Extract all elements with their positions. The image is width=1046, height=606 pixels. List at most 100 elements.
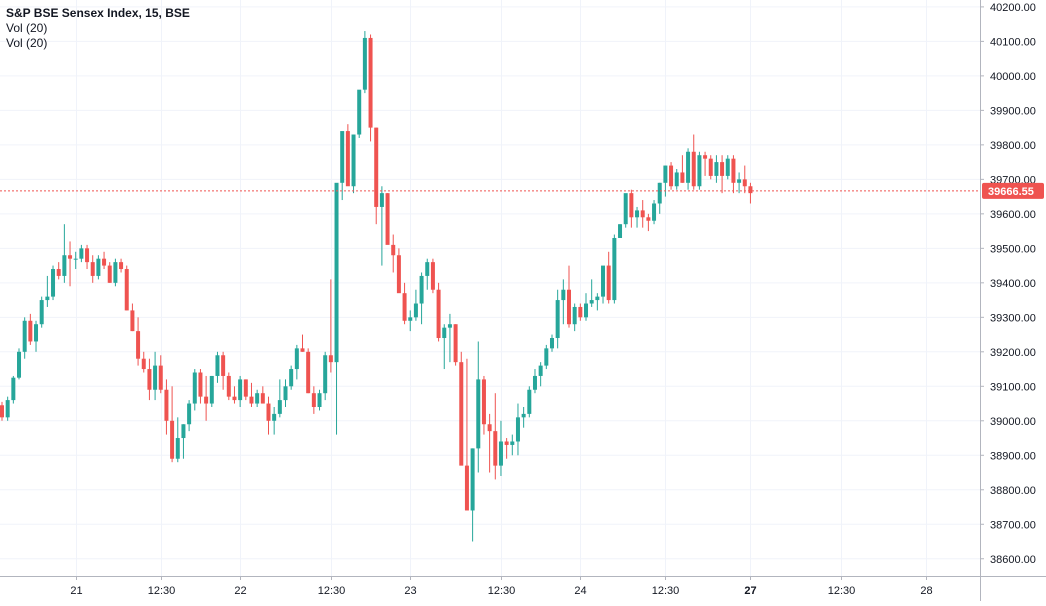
candle-body: [164, 389, 169, 421]
candle-body: [640, 210, 645, 218]
candle: [697, 151, 702, 190]
candle: [402, 282, 407, 325]
candle: [498, 420, 503, 476]
candle: [300, 334, 305, 352]
candle-body: [175, 438, 180, 459]
candle: [164, 379, 169, 435]
candle-body: [714, 162, 719, 176]
candle: [198, 369, 203, 404]
candle: [215, 351, 220, 383]
candle-body: [680, 172, 685, 183]
candle: [725, 155, 730, 180]
candle: [572, 303, 577, 332]
candle-body: [249, 396, 254, 404]
candle: [680, 155, 685, 183]
candle-body: [629, 193, 634, 218]
candle-body: [141, 358, 146, 370]
candle: [532, 369, 537, 394]
candle: [170, 386, 175, 463]
candle-body: [413, 303, 418, 318]
candle: [204, 375, 209, 421]
candle: [691, 134, 696, 190]
candle-body: [153, 365, 158, 390]
candle-body: [147, 369, 152, 390]
candle-body: [368, 37, 373, 128]
candle: [748, 182, 753, 204]
candle: [73, 251, 78, 270]
candle-body: [538, 365, 543, 376]
candle: [107, 262, 112, 283]
candle: [141, 351, 146, 373]
candle: [595, 293, 600, 311]
candle-body: [221, 355, 226, 376]
candle: [459, 351, 464, 466]
candle: [323, 351, 328, 401]
candle: [102, 251, 107, 270]
candle: [68, 241, 73, 287]
candle-body: [572, 306, 577, 325]
candle-body: [584, 303, 589, 318]
candle: [0, 401, 4, 421]
candle-body: [5, 400, 10, 418]
candle-body: [385, 193, 390, 245]
candle: [555, 289, 560, 349]
y-tick-label: 39000.00: [990, 416, 1036, 428]
candle-body: [362, 37, 367, 90]
candle: [289, 365, 294, 390]
candle-body: [578, 306, 583, 318]
candle: [385, 193, 390, 245]
candle-body: [328, 355, 333, 363]
volume-indicator-label[interactable]: Vol (20): [6, 21, 48, 35]
candle-body: [260, 393, 265, 404]
candle-body: [243, 379, 248, 397]
candle: [283, 379, 288, 407]
candle: [34, 320, 39, 352]
candle: [413, 289, 418, 321]
candle-body: [510, 441, 515, 445]
candle-body: [691, 151, 696, 187]
candle-body: [0, 405, 4, 418]
candle-body: [612, 237, 617, 301]
volume-indicator-label[interactable]: Vol (20): [6, 36, 48, 50]
candle-body: [425, 262, 430, 276]
y-tick-label: 39300.00: [990, 312, 1036, 324]
y-tick-label: 38700.00: [990, 519, 1036, 531]
candle-body: [34, 324, 39, 342]
candle: [561, 279, 566, 325]
candle: [28, 313, 33, 345]
candle-body: [266, 403, 271, 421]
y-tick-label: 39500.00: [990, 243, 1036, 255]
candle-body: [487, 424, 492, 432]
candle: [652, 200, 657, 225]
y-tick-label: 38800.00: [990, 485, 1036, 497]
candle-body: [22, 320, 27, 352]
candle-body: [430, 262, 435, 290]
candle: [442, 324, 447, 370]
candle-body: [136, 331, 141, 359]
candle-body: [351, 134, 356, 187]
candle-body: [170, 420, 175, 459]
candle: [379, 186, 384, 266]
candle: [277, 379, 282, 418]
candle: [635, 206, 640, 228]
candle: [209, 375, 214, 407]
candle: [334, 182, 339, 435]
candle-body: [181, 424, 186, 439]
candle-body: [720, 162, 725, 176]
candle: [56, 262, 61, 280]
candle: [737, 172, 742, 194]
candle-body: [567, 289, 571, 325]
candle: [487, 413, 492, 473]
candle-body: [289, 369, 294, 387]
candle-body: [158, 365, 163, 390]
candle-body: [589, 300, 594, 304]
candle-body: [498, 441, 503, 466]
candle: [158, 355, 163, 394]
x-tick-label: 24: [574, 585, 586, 597]
last-price-badge: [982, 182, 1044, 199]
candle-body: [124, 269, 129, 311]
y-tick-label: 39800.00: [990, 140, 1036, 152]
